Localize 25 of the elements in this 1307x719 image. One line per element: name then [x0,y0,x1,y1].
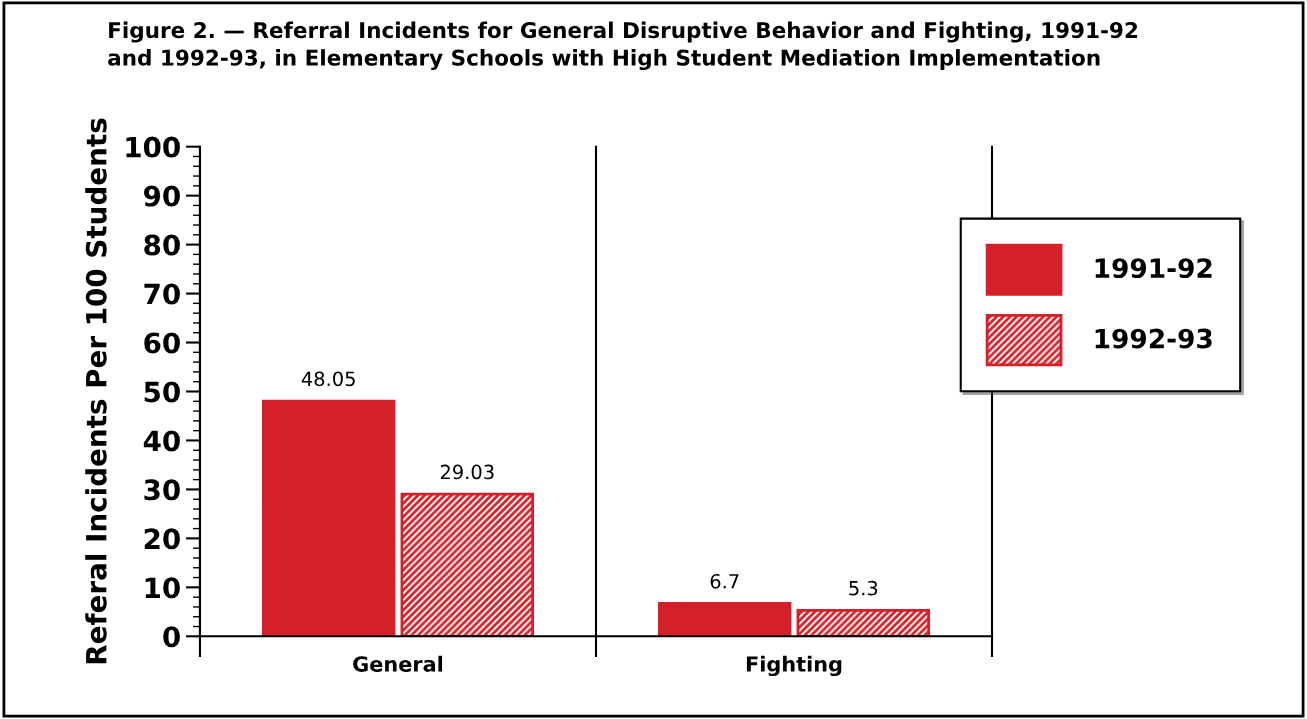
x-tick-label: Fighting [746,655,842,677]
y-tick-label: 20 [144,528,180,550]
y-tick-label: 60 [144,332,180,354]
y-tick-label: 100 [126,136,180,158]
bar [796,608,931,637]
y-tick-label: 80 [144,234,180,256]
bar [400,492,535,637]
bar [657,602,792,637]
y-tick-label: 50 [144,381,180,403]
y-tick-label: 70 [144,283,180,305]
legend-label: 1992-93 [1095,328,1212,349]
legend-label: 1991-92 [1095,258,1212,279]
data-label: 29.03 [440,464,494,480]
data-label: 48.05 [301,371,355,387]
x-tick-label: General [353,655,443,672]
y-tick-label: 40 [143,430,180,452]
y-tick-label: 0 [163,626,180,648]
bar [261,399,396,637]
data-label: 6.7 [710,573,739,589]
y-axis-title: Referal Incidents Per 100 Students [85,118,107,664]
chart-title: Figure 2. — Referral Incidents for General Disruptive Behavior and Fighting, 1991-92 and 1992-93, in Elementary Schools with High Student Mediation Implementation [108,21,1138,71]
y-tick-label: 90 [144,185,180,207]
y-tick-label: 10 [145,577,180,599]
data-label: 5.3 [849,580,878,596]
y-tick-label: 30 [144,479,180,501]
